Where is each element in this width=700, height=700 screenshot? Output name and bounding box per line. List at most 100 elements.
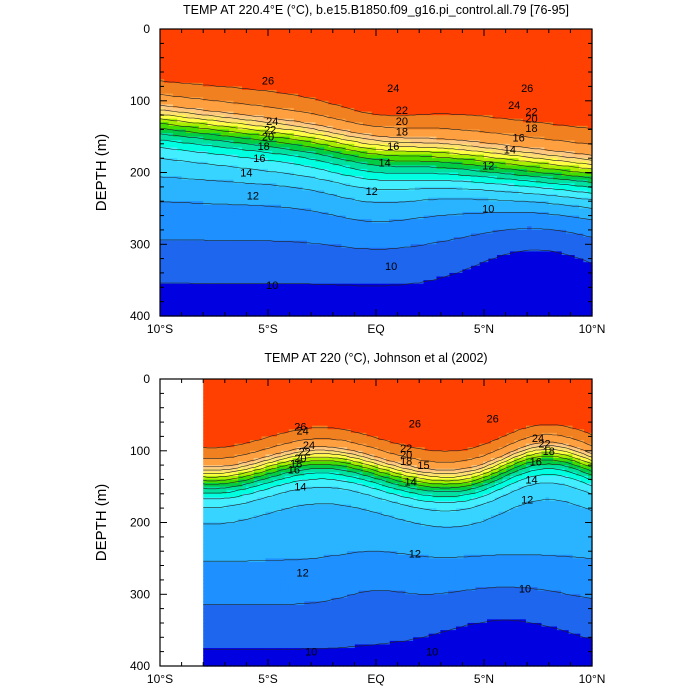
field-cell [250, 36, 256, 41]
field-cell [401, 54, 407, 59]
field-cell [285, 280, 291, 285]
field-cell [250, 305, 256, 310]
field-cell [376, 118, 381, 123]
field-cell [419, 287, 425, 292]
field-cell [315, 82, 321, 87]
field-cell [185, 68, 191, 73]
field-cell [220, 211, 226, 217]
field-cell [298, 93, 304, 98]
field-cell [410, 68, 416, 73]
field-cell [233, 208, 239, 213]
field-cell [172, 122, 178, 127]
field-cell [332, 251, 338, 256]
field-cell [246, 29, 252, 34]
field-cell [285, 75, 291, 80]
field-cell [233, 247, 239, 253]
field-cell [358, 305, 364, 310]
field-cell [406, 122, 412, 127]
field-cell [207, 111, 213, 116]
field-cell [371, 176, 377, 181]
field-cell [423, 208, 429, 213]
field-cell [198, 197, 204, 202]
field-cell [354, 272, 360, 278]
field-cell [289, 93, 295, 98]
field-cell [350, 272, 355, 278]
field-cell [237, 75, 243, 80]
field-cell [358, 46, 364, 52]
field-cell [203, 229, 209, 235]
field-cell [358, 86, 364, 91]
field-cell [423, 107, 429, 113]
field-cell [160, 229, 165, 235]
field-cell [410, 301, 416, 306]
field-cell [367, 64, 373, 70]
field-cell [410, 308, 416, 314]
field-cell [233, 215, 239, 220]
field-cell [393, 147, 399, 152]
field-cell [311, 72, 317, 77]
field-cell [172, 64, 178, 70]
field-cell [298, 269, 304, 274]
field-cell [198, 251, 204, 256]
field-cell [388, 100, 394, 105]
field-cell [350, 165, 355, 170]
field-cell [272, 190, 278, 195]
field-cell [203, 240, 209, 245]
field-cell [198, 61, 204, 66]
field-cell [384, 194, 390, 199]
field-cell [168, 176, 174, 181]
field-cell [185, 237, 191, 242]
field-cell [280, 32, 286, 37]
field-cell [246, 244, 252, 249]
field-cell [289, 308, 295, 314]
field-cell [177, 82, 183, 87]
field-cell [190, 29, 196, 34]
field-cell [397, 240, 403, 245]
field-cell [259, 258, 265, 263]
field-cell [211, 215, 217, 220]
field-cell [177, 219, 183, 224]
field-cell [177, 226, 183, 231]
field-cell [263, 229, 269, 235]
field-cell [397, 136, 403, 141]
field-cell [194, 204, 200, 209]
field-cell [160, 287, 165, 292]
field-cell [185, 46, 191, 52]
field-cell [285, 222, 291, 227]
field-cell [406, 211, 412, 217]
field-cell [371, 54, 377, 59]
field-cell [371, 57, 377, 62]
field-cell [168, 89, 174, 95]
field-cell [203, 194, 209, 199]
field-cell [337, 165, 343, 170]
field-cell [224, 276, 230, 281]
field-cell [242, 72, 247, 77]
field-cell [371, 258, 377, 263]
field-cell [160, 122, 165, 127]
field-cell [207, 215, 213, 220]
field-cell [427, 107, 433, 113]
field-cell [255, 122, 260, 127]
field-cell [224, 104, 230, 109]
field-cell [224, 89, 230, 95]
field-cell [190, 265, 196, 270]
field-cell [397, 233, 403, 238]
field-cell [367, 194, 373, 199]
field-cell [397, 269, 403, 274]
field-cell [298, 176, 304, 181]
field-cell [414, 32, 420, 37]
field-cell [306, 222, 312, 227]
field-cell [220, 265, 226, 270]
field-cell [276, 122, 282, 127]
field-cell [423, 118, 429, 123]
field-cell [233, 97, 239, 102]
field-cell [250, 147, 256, 152]
field-cell [332, 197, 338, 202]
field-cell [345, 54, 351, 59]
field-cell [371, 255, 377, 260]
field-cell [393, 39, 399, 44]
field-cell [367, 262, 373, 267]
field-cell [376, 172, 381, 177]
field-cell [259, 308, 265, 314]
field-cell [341, 46, 347, 52]
